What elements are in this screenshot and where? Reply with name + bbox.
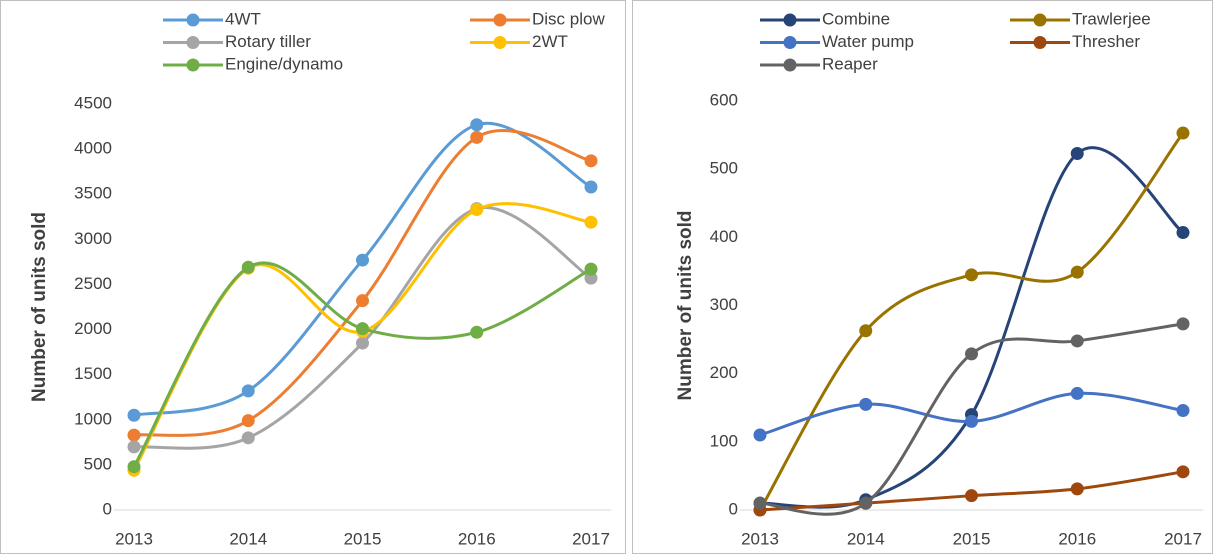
x-tick-label: 2014 xyxy=(229,529,267,548)
marker xyxy=(584,154,598,168)
legend-label: Combine xyxy=(822,9,890,28)
marker xyxy=(241,414,255,428)
x-tick-label: 2017 xyxy=(1164,529,1202,548)
marker xyxy=(127,428,141,442)
legend-label: 2WT xyxy=(532,32,568,51)
legend-label: Reaper xyxy=(822,54,878,73)
marker xyxy=(1070,146,1084,160)
legend-label: Trawlerjee xyxy=(1072,9,1151,28)
marker xyxy=(1176,317,1190,331)
marker xyxy=(584,180,598,194)
y-tick-label: 200 xyxy=(710,363,738,382)
marker xyxy=(584,271,598,285)
marker xyxy=(584,215,598,229)
marker xyxy=(965,489,978,503)
marker xyxy=(1070,334,1084,348)
legend-marker xyxy=(493,36,507,49)
marker xyxy=(965,414,978,428)
marker xyxy=(470,203,484,217)
marker xyxy=(859,397,873,411)
line xyxy=(758,132,1185,511)
x-tick-label: 2015 xyxy=(344,529,382,548)
marker xyxy=(965,347,978,361)
marker xyxy=(1176,465,1190,479)
marker xyxy=(356,336,369,350)
marker xyxy=(1176,226,1190,240)
line xyxy=(132,261,592,468)
y-tick-label: 2500 xyxy=(74,274,112,293)
marker xyxy=(241,260,255,274)
marker xyxy=(1176,403,1190,417)
marker xyxy=(1070,265,1084,279)
marker xyxy=(1070,386,1084,400)
marker xyxy=(356,322,369,336)
legend-marker xyxy=(783,36,797,49)
x-tick-label: 2013 xyxy=(115,529,153,548)
y-tick-label: 0 xyxy=(729,499,738,518)
marker xyxy=(127,460,141,474)
marker xyxy=(1070,482,1084,496)
legend-marker xyxy=(783,58,797,72)
y-tick-label: 2000 xyxy=(74,319,112,338)
x-tick-label: 2016 xyxy=(1058,529,1096,548)
y-tick-label: 300 xyxy=(710,295,738,314)
y-tick-label: 500 xyxy=(84,454,112,473)
y-tick-label: 0 xyxy=(103,499,112,518)
line xyxy=(133,121,592,417)
x-tick-label: 2017 xyxy=(572,529,610,548)
marker xyxy=(470,325,484,339)
marker xyxy=(584,262,598,276)
marker xyxy=(470,118,484,132)
legend-label: Water pump xyxy=(822,32,914,51)
marker xyxy=(241,384,255,398)
y-tick-label: 1000 xyxy=(74,409,112,428)
y-tick-label: 3500 xyxy=(74,184,112,203)
y-tick-label: 3000 xyxy=(74,229,112,248)
marker xyxy=(356,253,369,267)
x-tick-label: 2014 xyxy=(847,529,885,548)
y-tick-label: 100 xyxy=(710,431,738,450)
legend-label: Rotary tiller xyxy=(225,32,311,51)
legend-label: Disc plow xyxy=(532,9,605,28)
x-tick-label: 2013 xyxy=(741,529,779,548)
legend-label: Thresher xyxy=(1072,32,1140,51)
legend-marker xyxy=(186,58,200,72)
x-tick-label: 2016 xyxy=(458,529,496,548)
line xyxy=(759,146,1184,509)
marker xyxy=(965,268,978,282)
legend-marker xyxy=(783,13,797,27)
legend-marker xyxy=(1033,13,1047,27)
legend-marker xyxy=(186,36,200,49)
line xyxy=(133,129,592,437)
marker xyxy=(127,440,141,454)
marker xyxy=(753,496,767,510)
y-tick-label: 500 xyxy=(710,159,738,178)
legend-label: 4WT xyxy=(225,9,261,28)
marker xyxy=(859,324,873,338)
y-tick-label: 600 xyxy=(710,90,738,109)
y-axis-title: Number of units sold xyxy=(29,212,50,402)
x-tick-label: 2015 xyxy=(953,529,991,548)
y-tick-label: 4000 xyxy=(74,139,112,158)
marker xyxy=(127,408,141,422)
y-tick-label: 1500 xyxy=(74,364,112,383)
legend-marker xyxy=(493,13,507,27)
y-tick-label: 400 xyxy=(710,227,738,246)
legend-label: Engine/dynamo xyxy=(225,54,343,73)
marker xyxy=(470,130,484,144)
marker xyxy=(1176,126,1190,140)
y-tick-label: 4500 xyxy=(74,93,112,112)
marker xyxy=(241,431,255,445)
marker xyxy=(356,294,369,308)
marker xyxy=(753,428,767,442)
marker xyxy=(859,496,873,510)
y-axis-title: Number of units sold xyxy=(675,211,696,401)
legend-marker xyxy=(1033,36,1047,49)
legend-marker xyxy=(186,13,200,27)
